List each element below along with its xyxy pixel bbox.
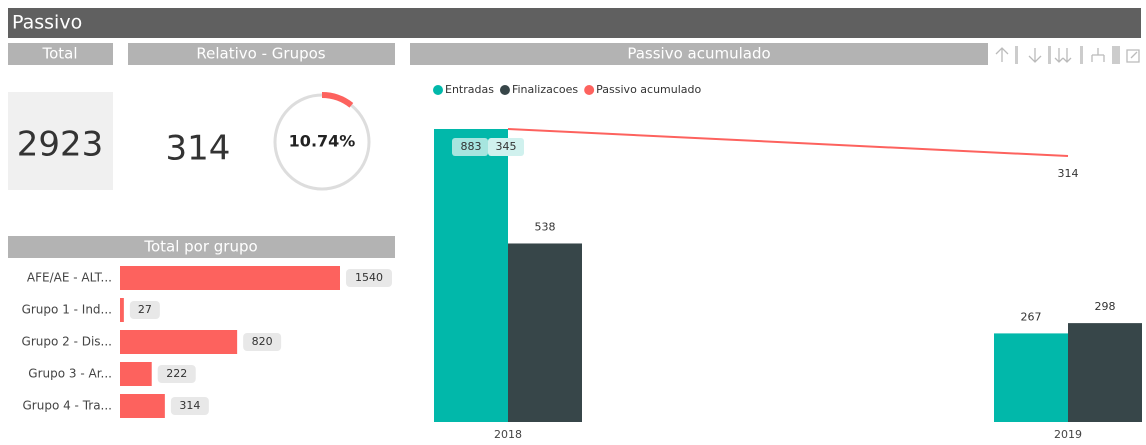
- focus-icon[interactable]: [1126, 49, 1140, 63]
- data-label: 222: [166, 367, 187, 380]
- category-label: Grupo 2 - Dis...: [22, 335, 112, 349]
- chart-title: Total por grupo: [143, 238, 257, 256]
- card-title: Relativo - Grupos: [196, 45, 325, 63]
- data-label-bg: [129, 301, 160, 319]
- separator: [1080, 46, 1083, 64]
- section-header: [410, 43, 988, 65]
- drill-down-icon[interactable]: [1028, 48, 1042, 63]
- card-title: Total: [41, 45, 77, 63]
- hierarchy-icon[interactable]: [1091, 48, 1105, 62]
- legend-label: Passivo acumulado: [596, 83, 701, 96]
- data-label-bg: [346, 269, 392, 287]
- legend-marker: [499, 85, 510, 95]
- category-label: Grupo 3 - Ar...: [28, 367, 112, 381]
- data-label-bg: [452, 138, 488, 156]
- data-label: 538: [535, 220, 556, 233]
- data-label: 1540: [355, 271, 383, 284]
- legend-label: Finalizacoes: [512, 83, 578, 96]
- expand-all-icon[interactable]: [1054, 48, 1072, 63]
- section-header: [8, 236, 395, 258]
- bar: [120, 362, 152, 386]
- bar: [434, 129, 508, 422]
- legend-label: Entradas: [445, 83, 494, 96]
- data-label: 27: [138, 303, 152, 316]
- card-background: [8, 92, 113, 190]
- section-header: [128, 43, 395, 65]
- bar: [120, 330, 238, 354]
- data-label: 820: [252, 335, 273, 348]
- chart-title: Passivo acumulado: [627, 45, 770, 63]
- bar: [120, 394, 165, 418]
- data-label: 298: [1095, 300, 1116, 313]
- legend-marker: [584, 85, 595, 95]
- separator: [1112, 46, 1120, 64]
- bar: [120, 266, 340, 290]
- data-label-bg: [488, 138, 524, 156]
- card-value: 314: [166, 129, 231, 169]
- separator: [1015, 46, 1018, 64]
- bar: [508, 243, 582, 422]
- x-tick-label: 2019: [1054, 428, 1082, 441]
- separator: [1048, 46, 1051, 64]
- category-label: Grupo 4 - Tra...: [22, 399, 112, 413]
- gauge-label: 10.74%: [289, 132, 356, 151]
- toolbar: [995, 46, 1140, 64]
- gauge-arc: [321, 92, 354, 108]
- drill-up-icon[interactable]: [995, 47, 1009, 62]
- data-label-bg: [170, 397, 209, 415]
- data-label: 314: [179, 399, 200, 412]
- section-header: [8, 43, 113, 65]
- legend-marker: [433, 85, 443, 95]
- data-label-bg: [243, 333, 282, 351]
- header-bar: [8, 8, 1141, 38]
- data-label: 267: [1021, 310, 1042, 323]
- card-value: 2923: [17, 125, 104, 165]
- data-label: 883: [461, 140, 482, 153]
- line: [507, 128, 1069, 158]
- data-label: 345: [496, 140, 517, 153]
- bar: [994, 333, 1068, 422]
- data-label-bg: [157, 365, 196, 383]
- x-tick-label: 2018: [494, 428, 522, 441]
- header-title: Passivo: [12, 12, 82, 34]
- data-label: 314: [1058, 167, 1079, 180]
- bar: [1068, 323, 1142, 422]
- bar: [120, 298, 124, 322]
- category-label: Grupo 1 - Ind...: [22, 303, 112, 317]
- category-label: AFE/AE - ALT...: [27, 271, 112, 285]
